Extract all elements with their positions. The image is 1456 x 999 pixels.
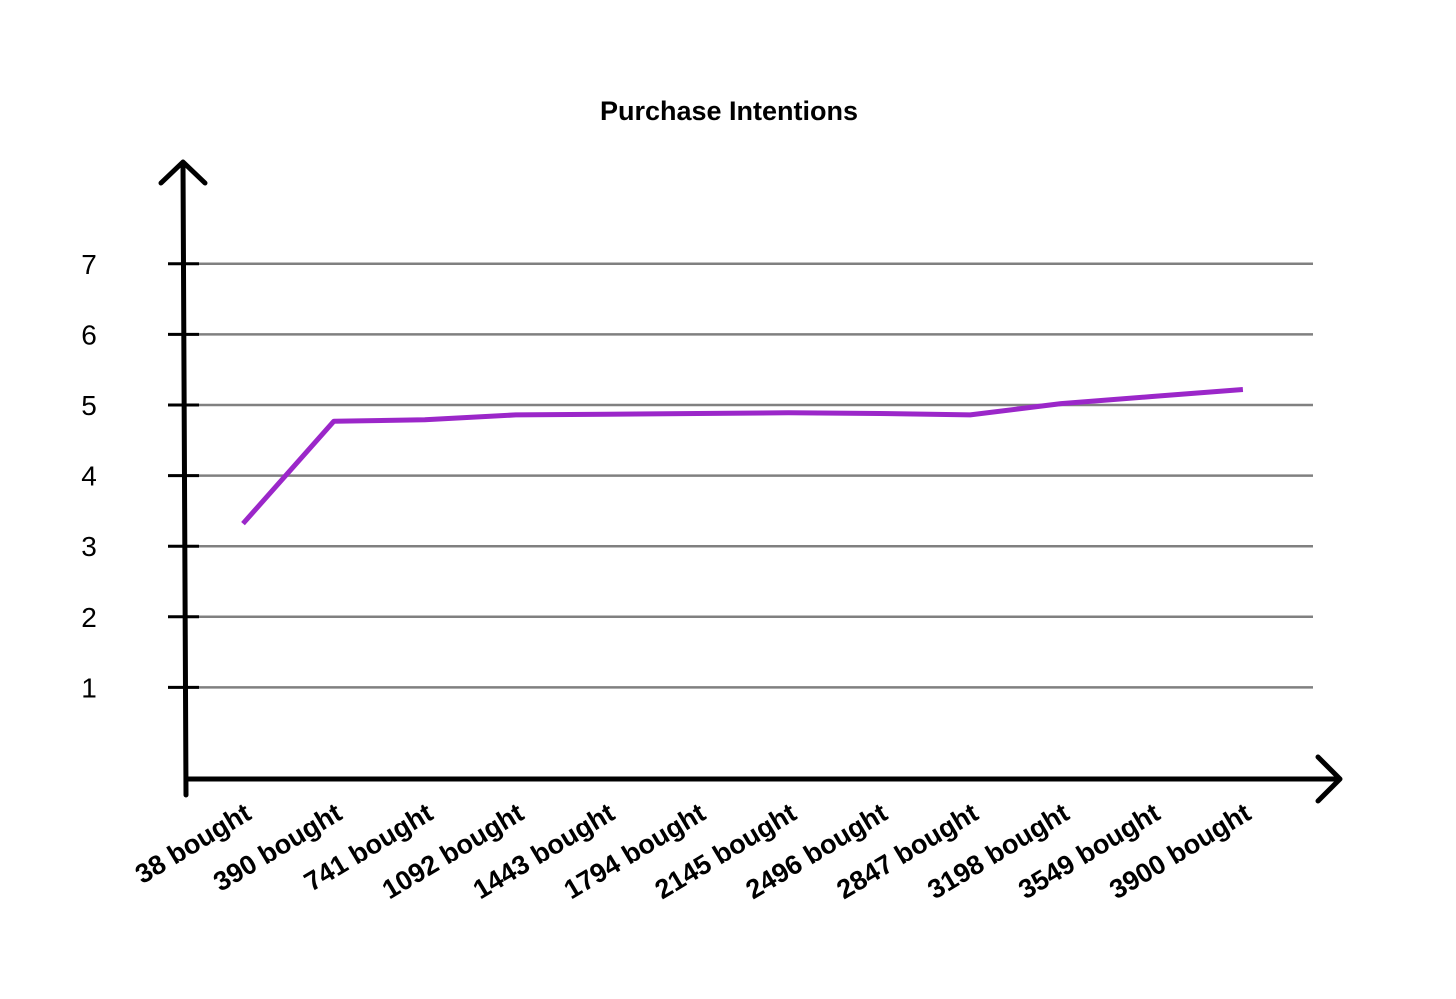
y-axis — [180, 160, 189, 798]
y-tick-label: 4 — [81, 461, 97, 492]
y-tick-label: 3 — [81, 531, 97, 562]
y-axis-arrow — [158, 159, 208, 186]
gridlines — [170, 262, 1313, 689]
y-tick-label: 1 — [81, 672, 97, 703]
series-line-0 — [241, 387, 1244, 526]
series — [241, 387, 1244, 526]
y-ticks: 1 2 3 4 5 6 7 — [81, 249, 199, 703]
y-tick-label: 7 — [81, 249, 97, 280]
x-axis-arrow — [1315, 754, 1343, 804]
chart-title: Purchase Intentions — [600, 96, 858, 126]
y-tick-label: 5 — [81, 390, 97, 421]
y-tick-label: 2 — [81, 602, 97, 633]
axes — [158, 159, 1343, 804]
y-tick-label: 6 — [81, 319, 97, 350]
